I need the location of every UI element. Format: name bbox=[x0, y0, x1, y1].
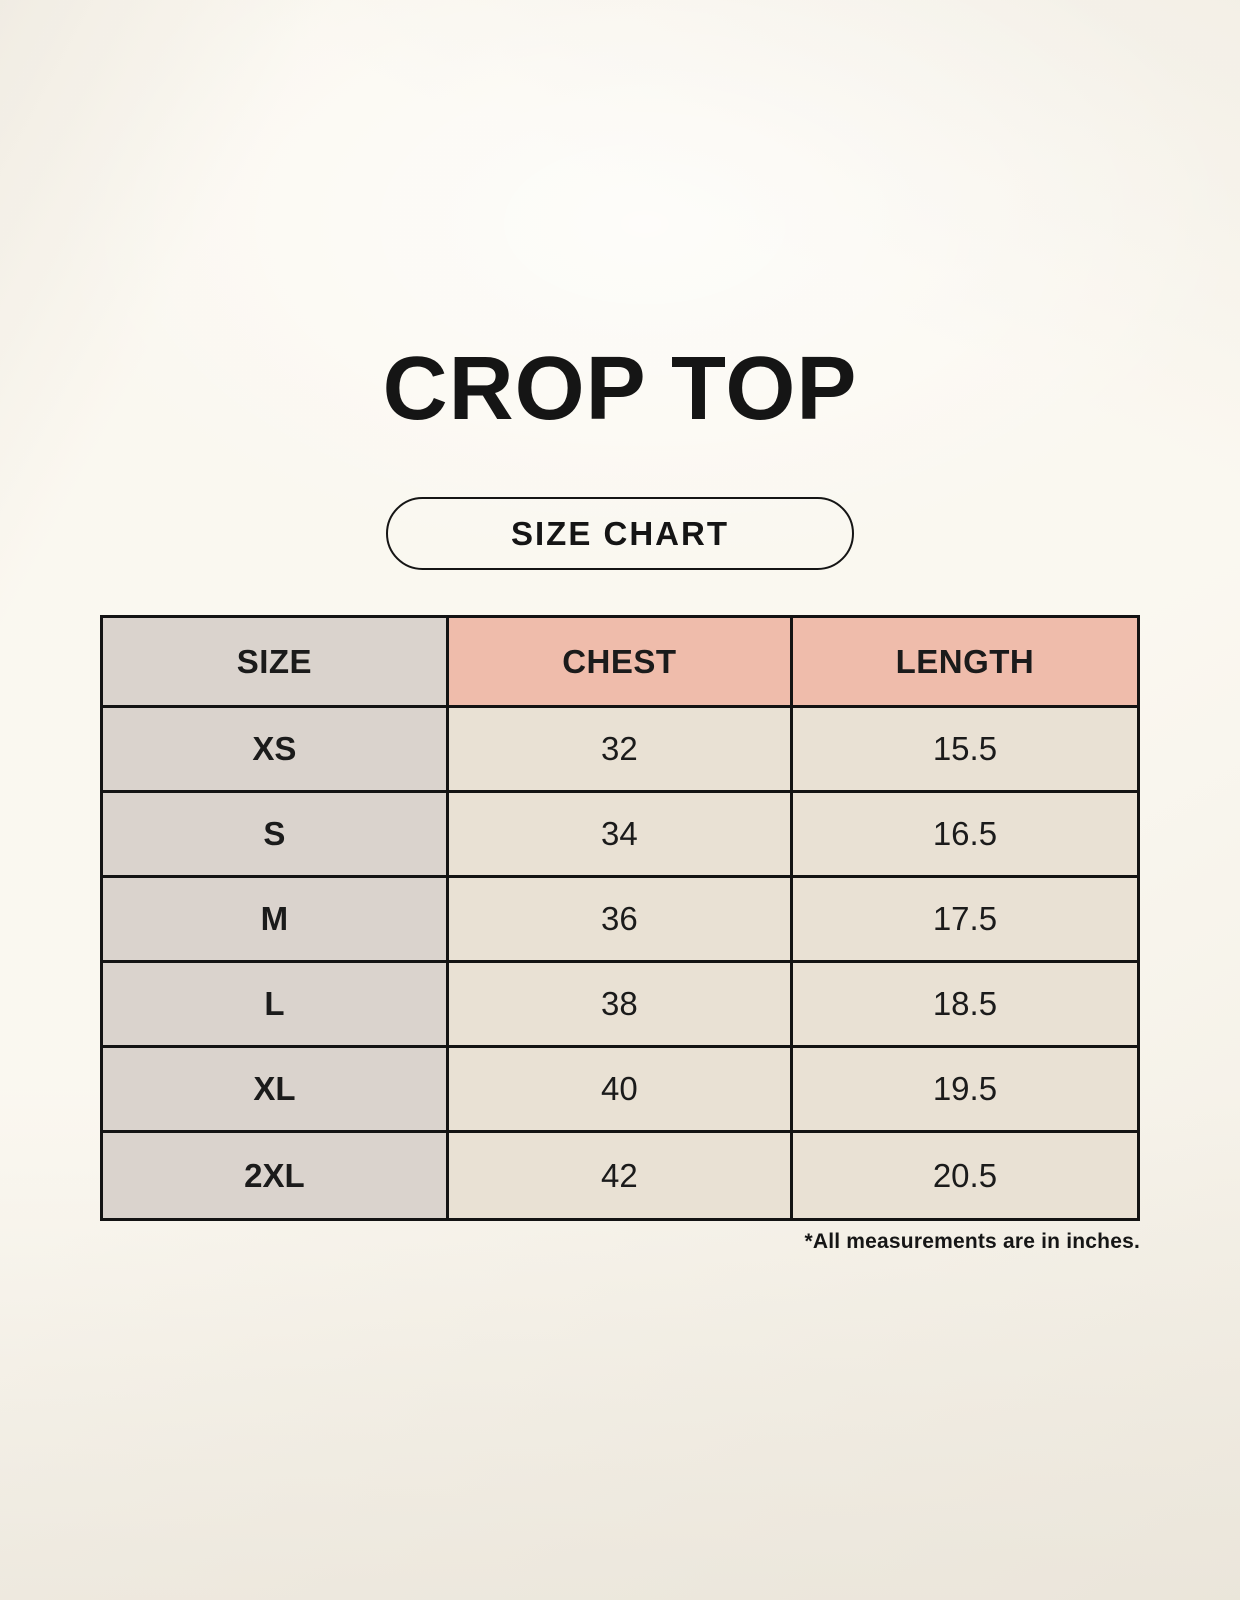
size-label-cell: XS bbox=[103, 708, 449, 793]
size-label-cell: M bbox=[103, 878, 449, 963]
chest-value-cell: 38 bbox=[448, 963, 793, 1048]
length-value-cell: 16.5 bbox=[792, 793, 1137, 878]
chest-value-cell: 32 bbox=[448, 708, 793, 793]
chest-value-cell: 36 bbox=[448, 878, 793, 963]
size-label-cell: S bbox=[103, 793, 449, 878]
column-header-length: LENGTH bbox=[792, 618, 1137, 708]
size-chart-badge: SIZE CHART bbox=[386, 497, 854, 570]
page-title: CROP TOP bbox=[382, 339, 858, 439]
column-header-chest: CHEST bbox=[448, 618, 793, 708]
chest-value-cell: 42 bbox=[448, 1133, 793, 1218]
length-value-cell: 20.5 bbox=[792, 1133, 1137, 1218]
chest-value-cell: 34 bbox=[448, 793, 793, 878]
chest-value-cell: 40 bbox=[448, 1048, 793, 1133]
length-value-cell: 15.5 bbox=[792, 708, 1137, 793]
length-value-cell: 19.5 bbox=[792, 1048, 1137, 1133]
length-value-cell: 17.5 bbox=[792, 878, 1137, 963]
size-label-cell: L bbox=[103, 963, 449, 1048]
length-value-cell: 18.5 bbox=[792, 963, 1137, 1048]
measurements-footnote: *All measurements are in inches. bbox=[804, 1230, 1140, 1253]
size-label-cell: 2XL bbox=[103, 1133, 449, 1218]
size-chart-badge-label: SIZE CHART bbox=[511, 514, 729, 552]
size-chart-table: SIZE CHEST LENGTH XS 32 15.5 S 34 16.5 M… bbox=[100, 615, 1140, 1221]
column-header-size: SIZE bbox=[103, 618, 449, 708]
size-label-cell: XL bbox=[103, 1048, 449, 1133]
